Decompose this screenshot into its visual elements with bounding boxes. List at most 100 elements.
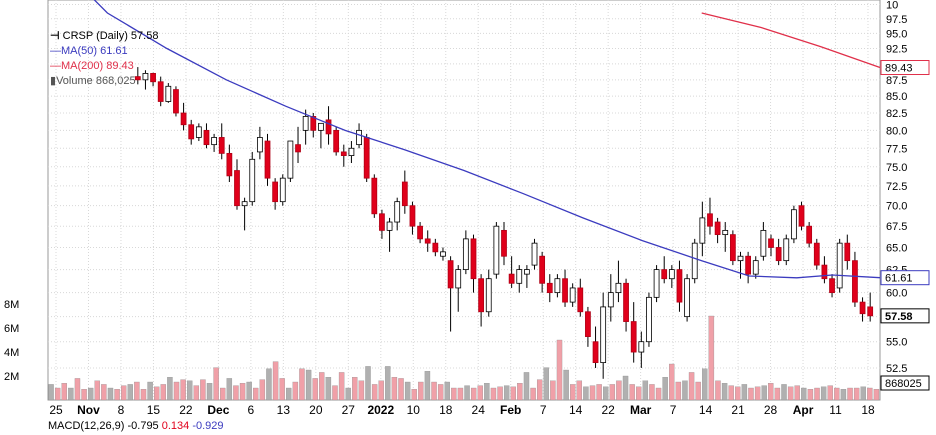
time-tick-label: 24 — [472, 403, 486, 417]
volume-bar — [74, 378, 81, 401]
volume-bar — [576, 380, 583, 401]
volume-bar — [140, 389, 147, 401]
price-tick-label: 87.5 — [886, 75, 907, 87]
volume-bar — [332, 385, 338, 401]
volume-bar — [754, 386, 761, 401]
candle-body — [638, 341, 645, 353]
time-tick-label: 18 — [439, 403, 453, 417]
macd-indicator-header: MACD(12,26,9) -0.795 0.134 -0.929 — [48, 420, 224, 432]
volume-tick-label: 6M — [4, 323, 19, 335]
candle-body — [264, 140, 271, 179]
volume-bar — [94, 380, 100, 401]
candle-body — [234, 170, 240, 207]
volume-bar — [253, 387, 259, 401]
candle-body — [806, 225, 813, 244]
candle-body — [188, 124, 195, 140]
candle-body — [768, 238, 774, 248]
legend-ma200-value: 89.43 — [106, 60, 134, 72]
volume-tick-label: 8M — [4, 299, 19, 311]
volume-bar — [477, 385, 483, 401]
candle-body — [203, 129, 210, 146]
volume-bar — [286, 387, 292, 401]
candle-body — [241, 201, 248, 207]
ma50-badge: 61.61 — [885, 273, 913, 285]
volume-badge: 868025 — [885, 378, 922, 390]
volume-bar — [847, 387, 853, 401]
candle-body — [211, 137, 217, 146]
volume-bar — [173, 381, 180, 401]
time-tick-label: 14 — [699, 403, 713, 417]
volume-tick-label: 2M — [4, 371, 19, 383]
macd-label: MACD(12,26,9) — [48, 420, 125, 432]
volume-bar — [655, 387, 662, 401]
legend-volume-label: Volume — [56, 75, 93, 87]
candle-body — [516, 269, 523, 284]
volume-bar — [87, 387, 94, 401]
candle-body — [813, 242, 820, 266]
volume-bar — [200, 379, 206, 401]
candle-body — [752, 260, 759, 275]
price-tick-label: 97.5 — [886, 14, 907, 26]
price-tick-label: 77.5 — [886, 143, 907, 155]
volume-bar — [728, 385, 734, 401]
volume-bar — [220, 387, 226, 401]
time-tick-label: 21 — [731, 403, 745, 417]
volume-bar — [107, 387, 114, 401]
volume-bar — [807, 389, 814, 401]
candle-body — [630, 321, 637, 353]
volume-bar — [431, 381, 437, 401]
ma200-line — [701, 12, 881, 69]
candle-body — [287, 140, 294, 179]
volume-bar — [180, 379, 186, 401]
volume-bar — [365, 366, 371, 401]
candle-body — [173, 89, 179, 114]
volume-bar — [391, 377, 398, 401]
volume-bar — [292, 381, 299, 401]
time-tick-label: 27 — [342, 403, 356, 417]
volume-bar — [345, 387, 351, 401]
volume-bar — [814, 387, 820, 401]
volume-bar — [820, 386, 827, 401]
candle-body — [157, 81, 164, 102]
volume-bar — [530, 387, 536, 401]
candle-body — [440, 251, 446, 257]
line-swatch-icon: — — [50, 60, 61, 72]
candle-body — [310, 116, 317, 131]
candle-body — [134, 76, 141, 81]
candle-body — [218, 137, 225, 154]
volume-bar — [259, 379, 266, 401]
volume-bar — [781, 384, 787, 401]
volume-bar — [451, 387, 457, 401]
candle-body — [623, 282, 629, 322]
price-tick-label: 92.5 — [886, 43, 907, 55]
volume-bar — [160, 384, 167, 401]
time-tick-label: 15 — [147, 403, 161, 417]
time-tick-label: 22 — [179, 403, 193, 417]
volume-bar — [794, 385, 800, 401]
volume-bar — [603, 386, 609, 401]
volume-bar — [622, 375, 629, 401]
candle-body — [798, 205, 805, 227]
candle-body — [302, 116, 309, 131]
price-tick-label: 60.0 — [886, 288, 907, 300]
candle-body — [569, 287, 576, 303]
candle-body — [760, 229, 767, 257]
candle-body — [371, 177, 378, 215]
volume-bar — [570, 384, 576, 401]
volume-bar — [563, 369, 569, 401]
volume-bar — [860, 386, 866, 401]
volume-bar — [325, 377, 332, 401]
candle-body — [852, 260, 858, 303]
candle-body — [424, 238, 431, 244]
volume-bar — [418, 381, 424, 401]
candle-body — [562, 278, 568, 303]
candle-body — [737, 255, 744, 262]
volume-bar — [688, 372, 695, 401]
volume-bar — [187, 380, 193, 401]
time-tick-label: Feb — [500, 403, 521, 417]
macd-value-1: -0.795 — [127, 420, 159, 432]
volume-bar — [134, 381, 140, 401]
candle-body — [714, 221, 721, 236]
volume-bar — [338, 372, 345, 401]
legend-price-row: ⊣ CRSP (Daily) 57.58 — [50, 29, 158, 44]
